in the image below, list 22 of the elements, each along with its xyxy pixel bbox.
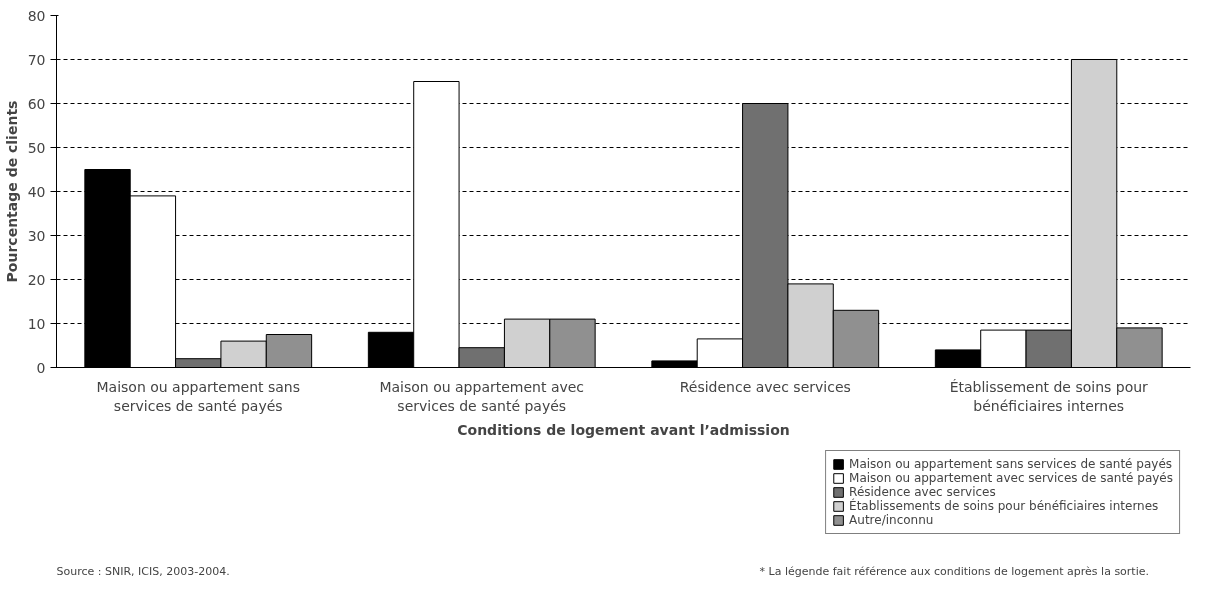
y-tick-label: 10 <box>27 315 46 332</box>
y-tick-label: 20 <box>27 271 46 288</box>
y-tick-label: 40 <box>27 183 46 200</box>
x-tick-label: Maison ou appartement sans services de santé payés <box>96 378 301 414</box>
x-tick-label: Résidence avec services <box>679 378 851 395</box>
legend-label: Maison ou appartement avec services de santé payés <box>849 471 1173 485</box>
y-tick-label: 30 <box>27 227 46 244</box>
y-tick-label: 50 <box>27 139 46 156</box>
legend-label: Autre/inconnu <box>849 513 934 527</box>
text: * La légende fait référence aux conditions de logement après la sortie. <box>759 565 1149 579</box>
x-tick-label: Établissement de soins pour bénéficiaires internes <box>949 378 1149 414</box>
legend-label: Maison ou appartement sans services de santé payés <box>849 457 1173 471</box>
y-tick-label: 0 <box>36 359 46 376</box>
x-axis-title: Conditions de logement avant l’admission <box>457 421 790 438</box>
y-tick-label: 70 <box>27 51 46 68</box>
legend-label: Résidence avec services <box>849 485 996 499</box>
legend-label: Établissements de soins pour bénéficiaires internes <box>849 499 1159 513</box>
y-tick-label: 60 <box>27 95 46 112</box>
x-tick-label: Maison ou appartement avec services de santé payés <box>379 378 585 414</box>
y-tick-label: 80 <box>27 7 46 24</box>
source-note: Source : SNIR, ICIS, 2003-2004. <box>56 565 230 579</box>
y-axis-title: Pourcentage de clients <box>3 100 20 283</box>
